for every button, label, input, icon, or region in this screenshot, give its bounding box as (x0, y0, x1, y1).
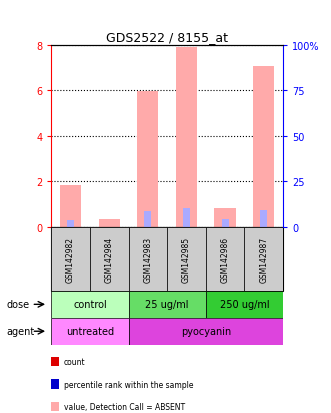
Bar (90, 227, 128, 291)
Bar (260, 210, 267, 227)
Text: 25 ug/ml: 25 ug/ml (145, 299, 189, 310)
Text: GSM142984: GSM142984 (105, 236, 114, 282)
Bar (214, 209, 236, 227)
Bar (176, 47, 197, 227)
Bar (128, 227, 167, 291)
Bar (99, 220, 120, 227)
Bar (51, 291, 128, 318)
Text: pyocyanin: pyocyanin (181, 326, 231, 337)
Text: GSM142986: GSM142986 (220, 236, 230, 282)
Bar (128, 291, 206, 318)
Bar (253, 67, 274, 227)
Text: agent: agent (7, 326, 35, 337)
Bar (137, 92, 159, 227)
Bar (60, 185, 81, 227)
Bar (128, 318, 283, 345)
Bar (167, 227, 206, 291)
Bar (51, 227, 90, 291)
Bar (51, 318, 128, 345)
Text: percentile rank within the sample: percentile rank within the sample (64, 380, 193, 389)
Title: GDS2522 / 8155_at: GDS2522 / 8155_at (106, 31, 228, 44)
Bar (206, 291, 283, 318)
Bar (244, 227, 283, 291)
Text: GSM142982: GSM142982 (66, 236, 75, 282)
Text: untreated: untreated (66, 326, 114, 337)
Text: GSM142987: GSM142987 (259, 236, 268, 282)
Text: value, Detection Call = ABSENT: value, Detection Call = ABSENT (64, 402, 185, 411)
Bar (221, 220, 228, 227)
Text: control: control (73, 299, 107, 310)
Bar (144, 211, 151, 227)
Text: 250 ug/ml: 250 ug/ml (219, 299, 269, 310)
Bar (206, 227, 244, 291)
Text: dose: dose (7, 299, 30, 310)
Text: count: count (64, 357, 85, 366)
Text: GSM142985: GSM142985 (182, 236, 191, 282)
Bar (67, 221, 74, 227)
Bar (183, 209, 190, 227)
Text: GSM142983: GSM142983 (143, 236, 152, 282)
